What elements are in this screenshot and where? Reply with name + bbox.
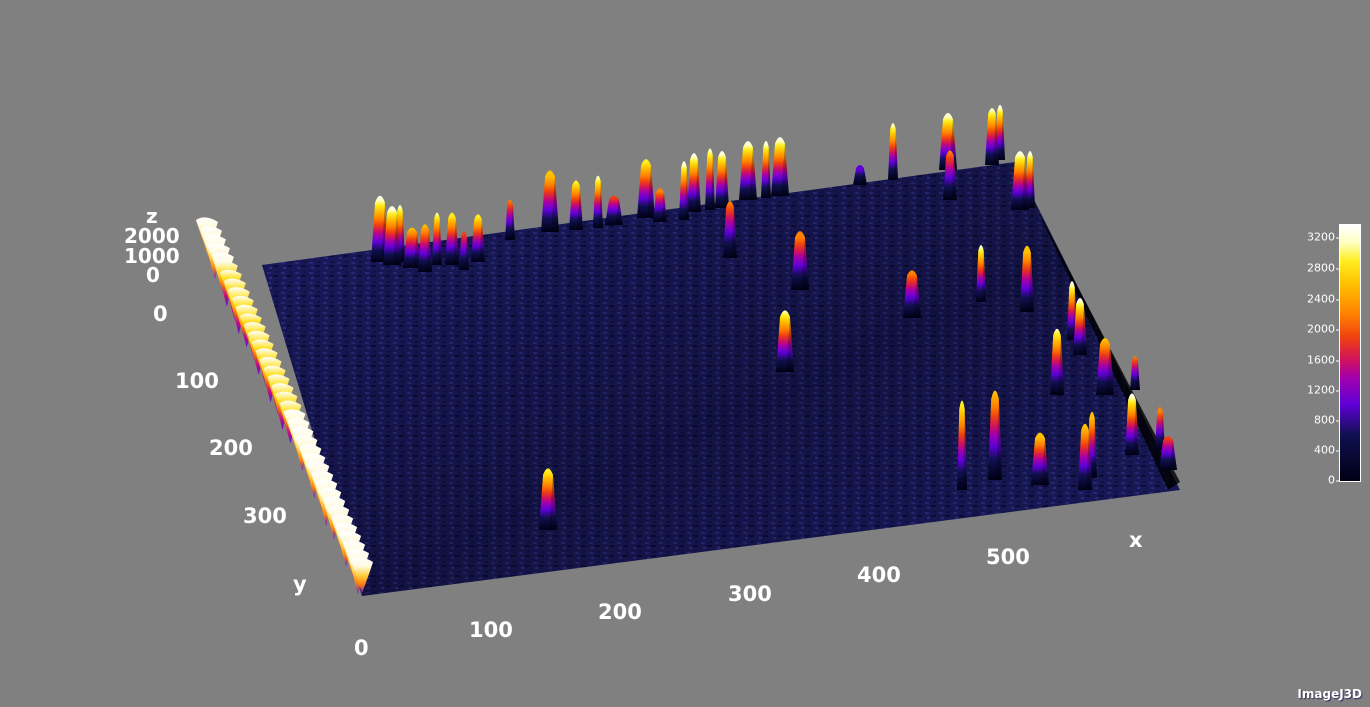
- surface-peak: [1067, 281, 1077, 340]
- x-tick-300: 300: [728, 582, 772, 606]
- colorbar-tick: 2800: [1307, 262, 1339, 275]
- colorbar-tick: 1200: [1307, 384, 1339, 397]
- surface-peak: [371, 195, 389, 262]
- surface-peak: [771, 137, 789, 196]
- surface-peak: [1130, 356, 1140, 390]
- colorbar-tick: 800: [1314, 414, 1339, 427]
- surface-peak: [687, 153, 701, 212]
- x-tick-500: 500: [986, 545, 1030, 569]
- x-tick-200: 200: [598, 600, 642, 624]
- surface-peak: [776, 310, 794, 372]
- colorbar: [1339, 224, 1361, 482]
- colorbar-tick: 2000: [1307, 323, 1339, 336]
- surface-peak: [445, 212, 459, 265]
- surface-peak: [541, 170, 559, 232]
- colorbar-tick: 1600: [1307, 354, 1339, 367]
- x-tick-100: 100: [469, 618, 513, 642]
- surface-peak: [943, 150, 957, 200]
- surface-peak: [432, 212, 442, 265]
- surface-peaks: [371, 104, 1177, 530]
- y-tick-200: 200: [209, 436, 253, 460]
- surface-peak: [1096, 338, 1114, 395]
- surface-peak: [383, 206, 401, 265]
- colorbar-ticks: 3200 2800 2400 2000 1600 1200 800 400 0: [1290, 224, 1339, 487]
- surface-peak: [593, 175, 603, 228]
- surface-peak: [853, 165, 867, 185]
- colorbar-tick: 3200: [1307, 231, 1339, 244]
- surface-peak: [1050, 328, 1064, 395]
- surface-peak: [976, 245, 986, 302]
- colorbar-tick: 2400: [1307, 293, 1339, 306]
- x-tick-400: 400: [857, 563, 901, 587]
- y-axis-name: y: [293, 572, 307, 596]
- surface-peak: [569, 180, 583, 230]
- left-edge-ridge: [196, 217, 373, 595]
- colorbar-tick: 400: [1314, 444, 1339, 457]
- surface-peak: [985, 108, 999, 165]
- z-tick-0: 0: [146, 263, 160, 287]
- x-tick-0: 0: [354, 636, 369, 660]
- surface-peak: [505, 199, 515, 240]
- surface-peak: [761, 141, 771, 198]
- surface-shading: [262, 162, 1180, 596]
- y-tick-0: 0: [153, 302, 168, 326]
- surface-peak: [679, 161, 689, 220]
- surface-peak: [403, 227, 421, 268]
- colorbar-tick: 0: [1328, 474, 1339, 487]
- imagej3d-watermark: ImageJ3D: [1297, 687, 1362, 701]
- surface-peak: [1159, 436, 1177, 470]
- x-axis-name: x: [1129, 528, 1143, 552]
- surface-peak: [1073, 298, 1087, 355]
- y-tick-300: 300: [243, 504, 287, 528]
- surface-peak: [1011, 151, 1029, 210]
- surface-peak: [705, 148, 715, 210]
- surface-peak: [653, 188, 667, 222]
- surface-peak: [459, 231, 469, 270]
- surface-peak: [739, 141, 757, 200]
- surface-peak: [903, 270, 921, 318]
- surface-peak: [471, 214, 485, 262]
- surface-peak: [1125, 393, 1139, 455]
- surface-peak: [418, 224, 432, 272]
- surface-peak: [723, 201, 737, 258]
- surface-peak: [637, 159, 655, 218]
- surface-peak: [539, 468, 557, 530]
- surface-peak: [1155, 406, 1165, 450]
- surface-peak: [957, 400, 967, 490]
- surface-peak: [791, 231, 809, 290]
- surface-peak: [1078, 423, 1092, 490]
- surface-peak: [888, 123, 898, 180]
- surface-peak: [605, 195, 623, 225]
- ridge-segment: [351, 557, 373, 594]
- z-tick-2000: 2000: [124, 224, 180, 248]
- y-tick-100: 100: [175, 369, 219, 393]
- surface-peak: [715, 151, 729, 208]
- z-tick-1000: 1000: [124, 244, 180, 268]
- surface-peak: [988, 390, 1002, 480]
- z-axis-name: z: [146, 204, 158, 228]
- surface-peak: [1031, 432, 1049, 485]
- surface-peak: [1020, 245, 1034, 312]
